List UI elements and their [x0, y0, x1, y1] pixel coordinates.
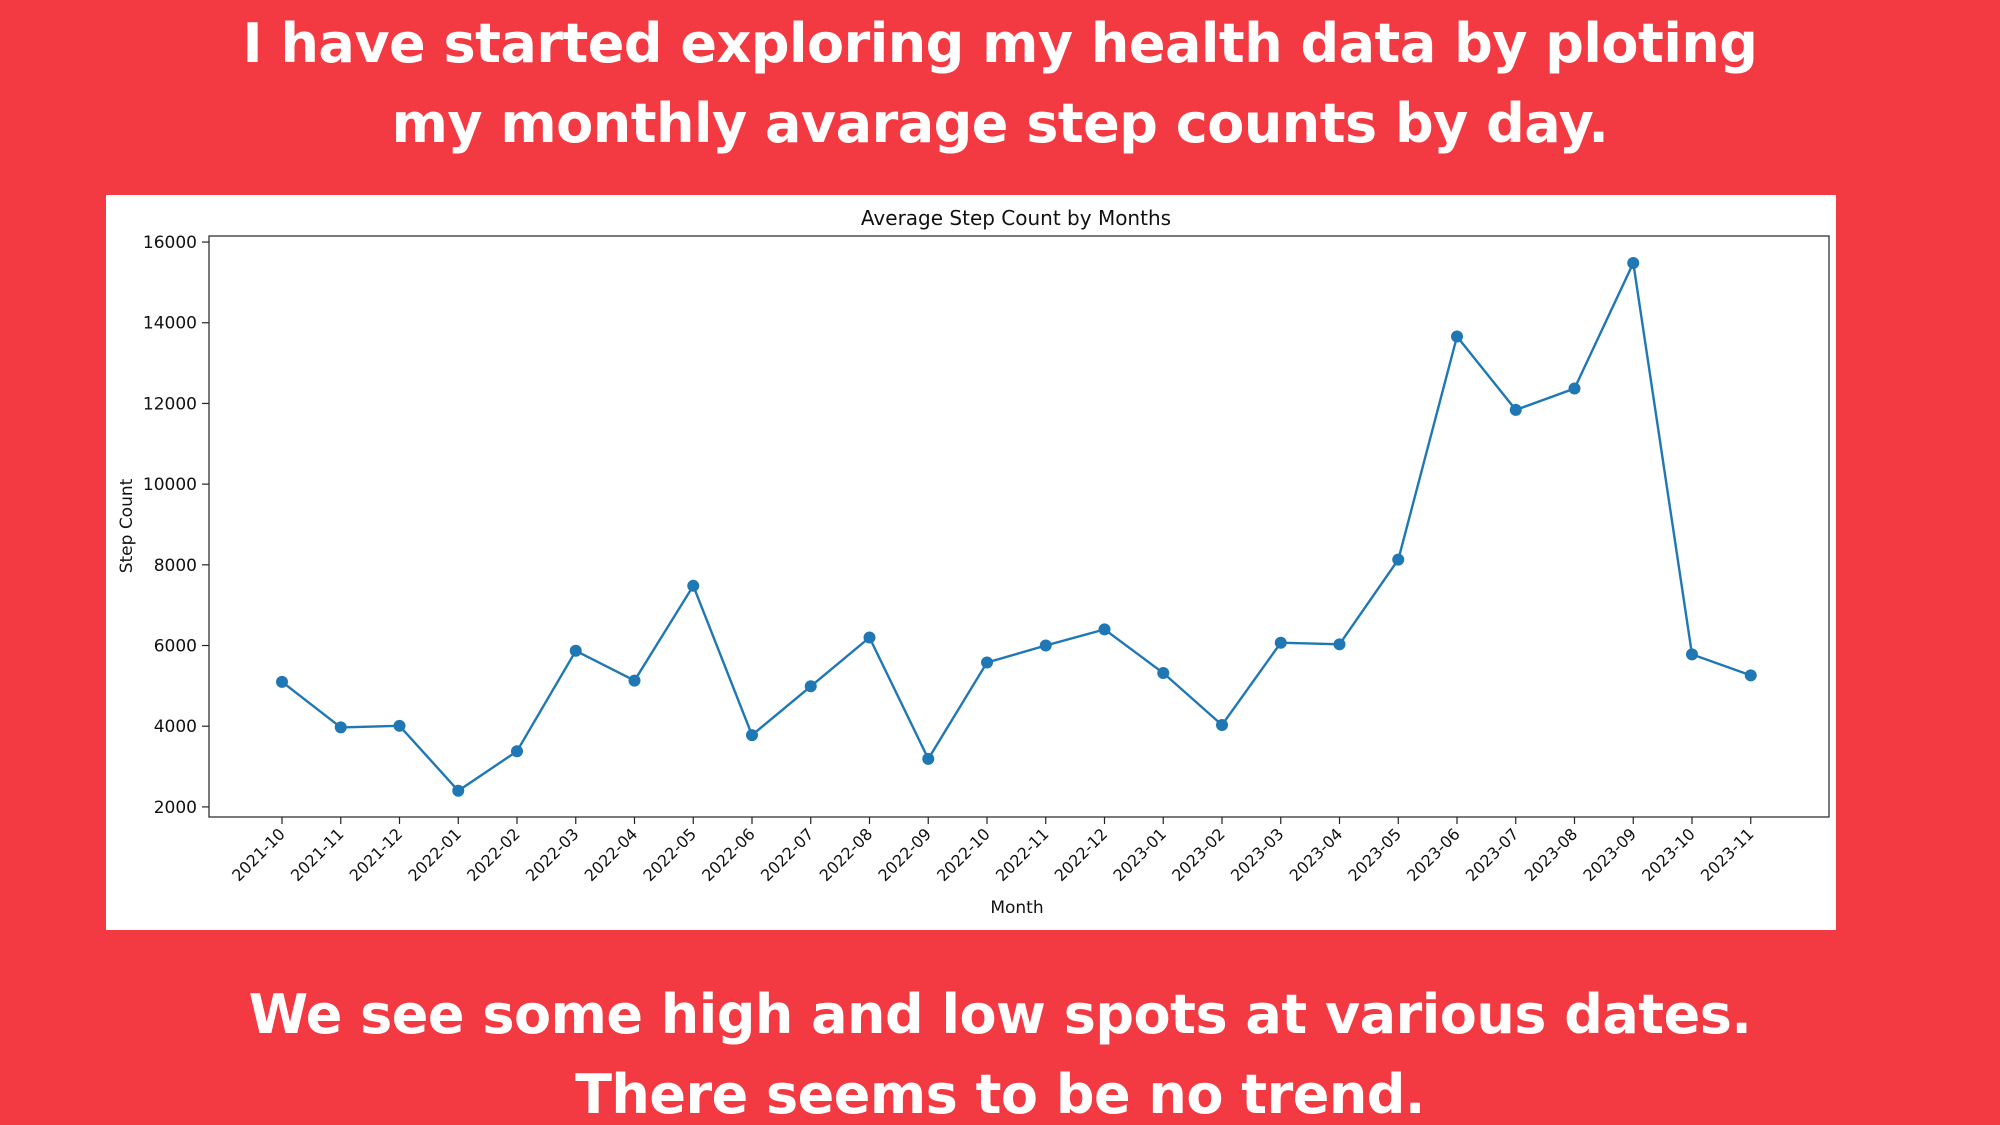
data-point: [1686, 648, 1698, 661]
data-point: [1451, 330, 1463, 343]
data-point: [1216, 719, 1228, 732]
chart-panel: Average Step Count by Months 2000 4000 600…: [106, 195, 1836, 930]
plot-area-frame: [208, 235, 1830, 818]
x-tick-label: 2023-11: [1697, 824, 1758, 885]
data-point: [687, 579, 700, 592]
data-point: [452, 784, 465, 797]
data-point: [922, 752, 935, 765]
x-tick-label: 2023-04: [1286, 824, 1347, 885]
x-tick-label: 2022-12: [1051, 824, 1112, 885]
data-point: [1157, 666, 1170, 679]
x-tick-label: 2023-06: [1403, 824, 1464, 885]
data-point: [628, 674, 641, 687]
x-tick-label: 2022-09: [874, 824, 935, 885]
data-point: [1274, 636, 1287, 649]
headline-bottom-line-2: There seems to be no trend.: [575, 1063, 1425, 1125]
x-tick-label: 2023-08: [1521, 824, 1582, 885]
data-point: [1627, 257, 1640, 270]
data-point: [804, 680, 817, 693]
headline-top: I have started exploring my health data …: [0, 4, 2000, 164]
x-tick-label: 2023-03: [1227, 824, 1288, 885]
y-tick-label: 12000: [143, 394, 197, 414]
y-tick-label: 16000: [143, 233, 197, 253]
data-point: [276, 675, 288, 688]
x-tick-label: 2021-10: [228, 824, 289, 885]
y-tick-label: 14000: [143, 314, 197, 334]
x-tick-label: 2023-09: [1579, 824, 1640, 885]
data-point: [569, 644, 582, 657]
y-tick-label: 6000: [154, 637, 197, 657]
data-point: [1509, 403, 1522, 416]
x-tick-label: 2022-05: [639, 824, 700, 885]
x-tick-label: 2022-04: [581, 824, 642, 885]
data-point: [1744, 669, 1757, 682]
x-tick-label: 2023-07: [1462, 824, 1523, 885]
data-point: [1568, 382, 1581, 395]
x-tick-label: 2022-10: [933, 824, 994, 885]
headline-top-line-2: my monthly avarage step counts by day.: [391, 92, 1609, 155]
y-axis: 2000 4000 6000 8000 10000 12000 14000 16000: [143, 233, 209, 818]
x-tick-label: 2023-01: [1109, 824, 1170, 885]
y-tick-label: 8000: [154, 556, 197, 576]
data-point: [393, 719, 406, 732]
y-tick-label: 10000: [143, 475, 197, 495]
headline-bottom-line-1: We see some high and low spots at variou…: [248, 983, 1752, 1046]
data-point: [746, 729, 758, 742]
chart-title: Average Step Count by Months: [861, 206, 1171, 230]
x-tick-label: 2022-02: [463, 824, 524, 885]
data-point: [511, 745, 523, 758]
headline-top-line-1: I have started exploring my health data …: [242, 12, 1758, 75]
x-tick-label: 2023-02: [1168, 824, 1229, 885]
data-point: [1392, 553, 1405, 566]
x-axis: 2021-102021-112021-122022-012022-022022-…: [228, 817, 1758, 885]
x-axis-label: Month: [990, 898, 1043, 918]
step-count-line-chart: Average Step Count by Months 2000 4000 600…: [117, 206, 1830, 918]
data-point: [863, 631, 876, 644]
data-point: [1039, 639, 1052, 652]
x-tick-label: 2022-03: [522, 824, 583, 885]
x-tick-label: 2022-01: [404, 824, 465, 885]
series-layer: [276, 257, 1757, 797]
x-tick-label: 2023-10: [1638, 824, 1699, 885]
x-tick-label: 2021-12: [346, 824, 407, 885]
data-point: [1333, 638, 1346, 651]
x-tick-label: 2021-11: [287, 824, 348, 885]
y-axis-label: Step Count: [117, 478, 137, 573]
data-point: [334, 721, 347, 734]
data-point: [981, 656, 993, 669]
x-tick-label: 2022-06: [698, 824, 759, 885]
series-line: [281, 258, 1752, 793]
y-tick-label: 2000: [154, 798, 197, 818]
x-tick-label: 2022-08: [816, 824, 877, 885]
x-tick-label: 2022-11: [992, 824, 1053, 885]
x-tick-label: 2022-07: [757, 824, 818, 885]
headline-bottom: We see some high and low spots at variou…: [0, 975, 2000, 1125]
y-tick-label: 4000: [154, 717, 197, 737]
data-point: [1098, 623, 1111, 636]
x-tick-label: 2023-05: [1344, 824, 1405, 885]
